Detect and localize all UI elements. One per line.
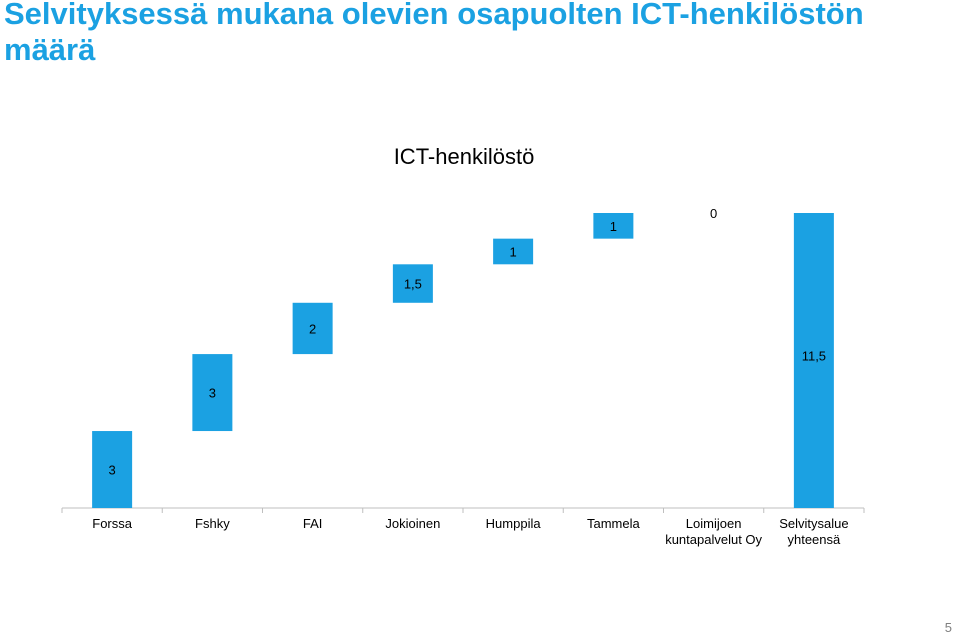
category-label-line: Humppila	[486, 516, 542, 531]
category-label-line: Forssa	[92, 516, 133, 531]
data-label: 2	[309, 321, 316, 336]
category-label-line: Jokioinen	[385, 516, 440, 531]
category-label-line: yhteensä	[787, 532, 841, 547]
category-label: Humppila	[486, 516, 542, 531]
slide-title: Selvityksessä mukana olevien osapuolten …	[4, 0, 864, 67]
data-label: 1	[610, 219, 617, 234]
bar	[192, 354, 233, 432]
bar	[292, 302, 333, 355]
data-label: 1	[510, 244, 517, 259]
category-label-group: Forssa Fshky FAI Jokioinen Humppila Tammela Lo…	[92, 516, 848, 547]
data-label: 11,5	[802, 349, 826, 364]
category-label: Loimijoen kuntapalvelut Oy	[665, 516, 762, 547]
bar	[392, 264, 433, 303]
data-label: 1,5	[404, 277, 422, 292]
category-label: Selvitysalue yhteensä	[779, 516, 848, 547]
category-label-line: FAI	[303, 516, 323, 531]
category-label-line: Fshky	[195, 516, 230, 531]
data-label: 0	[710, 206, 717, 221]
category-label: Tammela	[587, 516, 641, 531]
category-label-line: Tammela	[587, 516, 641, 531]
bar-group	[92, 213, 834, 508]
data-label-group: 3 3 2 1,5 1 1 0 11,5	[109, 206, 827, 478]
chart-title: ICT-henkilöstö	[393, 144, 535, 169]
category-label: Fshky	[195, 516, 230, 531]
category-label-line: Selvitysalue	[779, 516, 848, 531]
total-bar	[793, 213, 834, 508]
page-number: 5	[944, 620, 952, 635]
data-label: 3	[209, 386, 216, 401]
bar	[92, 431, 133, 508]
category-label-line: Loimijoen	[686, 516, 742, 531]
category-label: Jokioinen	[385, 516, 440, 531]
category-label: Forssa	[92, 516, 133, 531]
x-axis	[61, 507, 865, 513]
data-label: 3	[109, 463, 116, 478]
bar	[493, 238, 534, 265]
category-label: FAI	[303, 516, 323, 531]
bar	[593, 213, 634, 239]
category-label-line: kuntapalvelut Oy	[665, 532, 762, 547]
